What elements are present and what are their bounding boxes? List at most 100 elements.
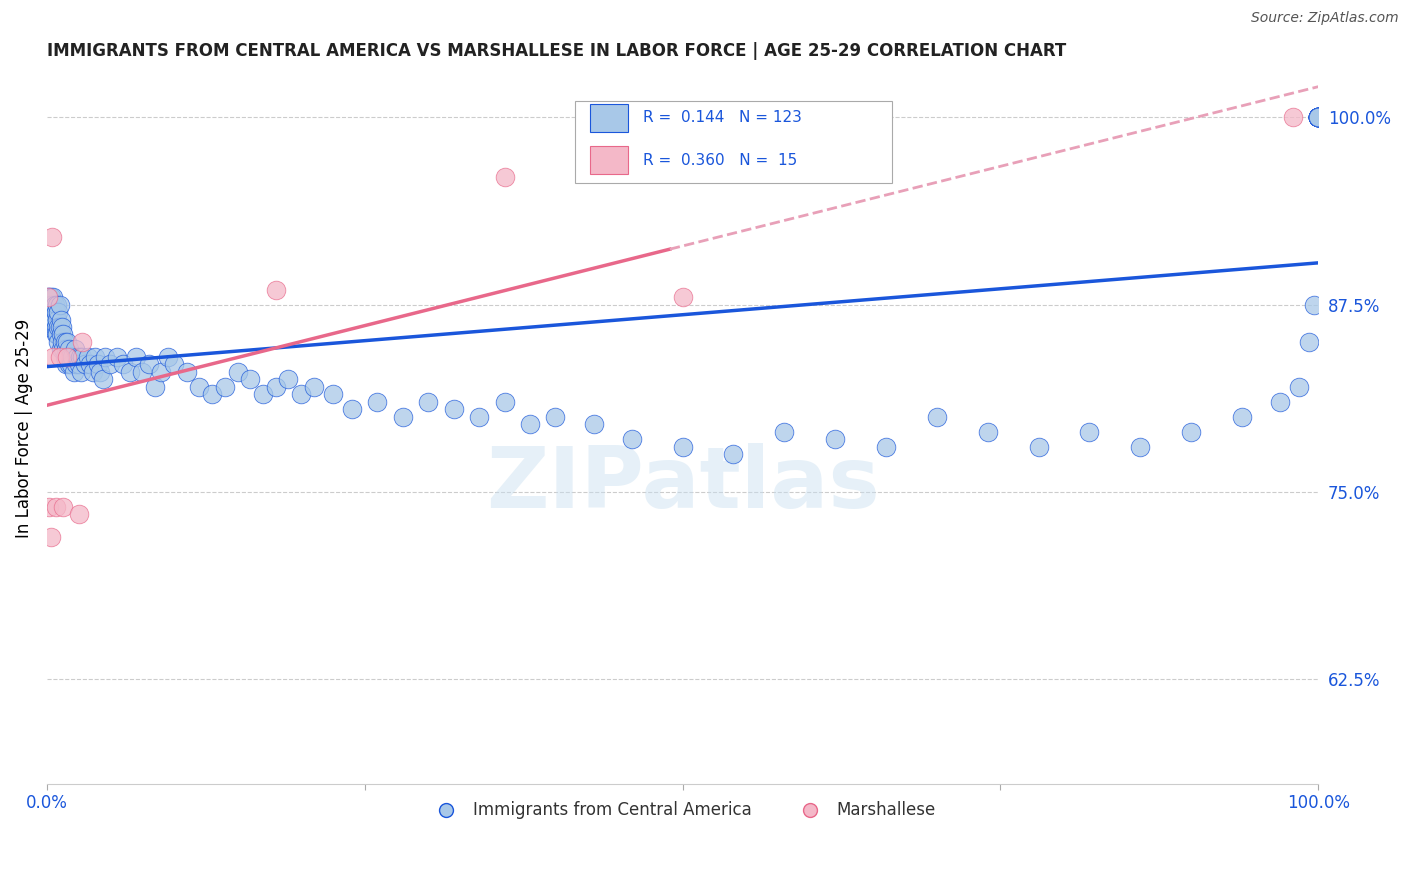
Point [89,365,111,379]
Point [45,320,67,334]
Point [37,290,59,304]
Point [277,372,299,386]
Point [46,327,69,342]
Point [1308,111,1330,125]
Point [45,500,67,514]
Point [65,358,87,372]
Text: R =  0.360   N =  15: R = 0.360 N = 15 [643,153,797,168]
Point [519,417,541,432]
Point [977,425,1000,439]
Point [1308,111,1330,125]
Point [44,312,66,326]
Point [494,170,516,185]
Point [156,350,179,364]
Point [58,358,80,372]
Point [41,305,63,319]
Point [582,417,605,432]
Point [163,358,186,372]
Text: Source: ZipAtlas.com: Source: ZipAtlas.com [1251,11,1399,25]
Point [45,305,67,319]
Text: R =  0.144   N = 123: R = 0.144 N = 123 [643,111,801,125]
Point [366,395,388,409]
Point [55,358,77,372]
Point [49,327,72,342]
Point [53,350,76,364]
Point [69,350,91,364]
Point [39,530,62,544]
Point [1028,440,1050,454]
Point [143,380,166,394]
Point [87,358,110,372]
Point [1268,395,1291,409]
Point [322,387,344,401]
Point [62,365,84,379]
Point [1308,111,1330,125]
Point [63,343,86,357]
Point [1308,111,1330,125]
Point [1308,111,1330,125]
Point [51,334,73,349]
Point [56,350,79,364]
Point [302,380,325,394]
Point [39,290,62,304]
Point [671,290,693,304]
Point [42,290,65,304]
Point [468,409,491,424]
Point [125,350,148,364]
Point [49,312,72,326]
Point [1129,440,1152,454]
Point [72,350,94,364]
Y-axis label: In Labor Force | Age 25-29: In Labor Force | Age 25-29 [15,318,32,538]
Point [1230,409,1253,424]
Point [1308,111,1330,125]
Point [46,297,69,311]
Point [38,290,60,304]
Point [37,290,59,304]
Point [392,409,415,424]
Point [544,409,567,424]
Point [38,500,60,514]
Point [1308,111,1330,125]
Point [138,358,160,372]
Point [1308,111,1330,125]
Point [59,350,82,364]
Point [60,358,83,372]
Point [94,350,117,364]
Point [76,350,98,364]
Point [46,334,69,349]
Point [1308,111,1330,125]
Point [100,358,122,372]
Point [264,283,287,297]
Point [1308,111,1330,125]
Point [44,297,66,311]
Point [226,365,249,379]
Point [60,350,83,364]
Point [340,402,363,417]
Point [56,350,79,364]
Point [48,297,70,311]
Point [112,358,135,372]
Point [45,327,67,342]
Point [46,312,69,326]
Point [188,380,211,394]
Point [239,372,262,386]
Point [38,320,60,334]
Point [52,327,75,342]
Point [41,312,63,326]
Point [42,305,65,319]
Point [1298,334,1320,349]
FancyBboxPatch shape [575,101,893,183]
Point [48,320,70,334]
Point [1308,111,1330,125]
Point [66,350,89,364]
Point [42,350,65,364]
Point [1303,297,1326,311]
Point [620,433,643,447]
Point [46,305,69,319]
Point [214,380,236,394]
Text: ZIPatlas: ZIPatlas [485,443,880,526]
Point [105,350,128,364]
Point [201,387,224,401]
Point [55,343,77,357]
Point [79,358,101,372]
